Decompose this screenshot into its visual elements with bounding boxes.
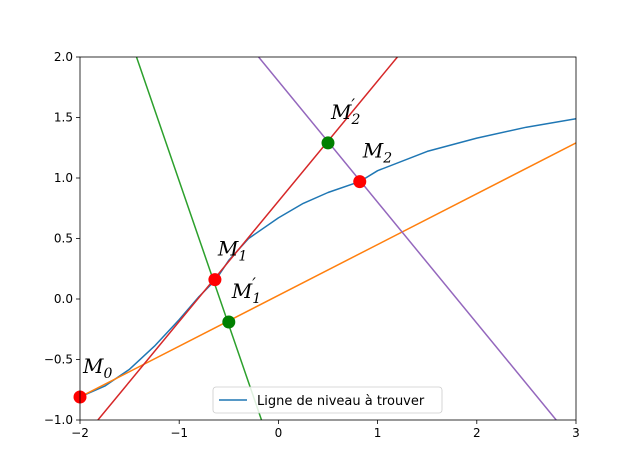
point-marker (222, 315, 236, 329)
y-tick-label: 2.0 (54, 50, 73, 64)
point-marker (321, 136, 335, 150)
series-level-curve (80, 117, 576, 398)
point-label: M1′ (231, 274, 261, 307)
y-axis: −1.0 −0.5 0.0 0.5 1.0 1.5 2.0 (44, 50, 80, 427)
y-tick-label: 0.0 (54, 292, 73, 306)
point-label: M2 (362, 139, 392, 167)
y-tick-label: 1.0 (54, 171, 73, 185)
point-labels: M0 M1 M1′ M2′M2 (82, 95, 392, 382)
series-line-1 (80, 142, 576, 398)
legend-box (212, 386, 443, 414)
y-tick-label: 1.5 (54, 111, 73, 125)
legend: Ligne de niveau à trouver (212, 386, 443, 414)
x-tick-label: −2 (71, 426, 89, 440)
point-label: M1 (217, 237, 247, 265)
series-line-3 (97, 57, 398, 420)
y-tick-label: −1.0 (44, 413, 73, 427)
x-tick-label: −1 (170, 426, 188, 440)
series-line-2 (135, 57, 263, 420)
x-tick-label: 2 (473, 426, 481, 440)
y-tick-label: 0.5 (54, 232, 73, 246)
x-tick-label: 1 (374, 426, 382, 440)
y-tick-label: −0.5 (44, 353, 73, 367)
point-marker (353, 175, 367, 189)
point-marker (208, 273, 222, 287)
x-axis: −2 −1 0 1 2 3 (71, 420, 580, 440)
x-tick-label: 0 (275, 426, 283, 440)
series-layer (80, 57, 576, 420)
series-line-4 (258, 57, 557, 420)
point-label: M0 (82, 354, 112, 382)
plot-area (80, 57, 576, 420)
legend-label: Ligne de niveau à trouver (257, 394, 425, 409)
point-label: M2′ (330, 95, 360, 128)
x-tick-label: 3 (572, 426, 580, 440)
